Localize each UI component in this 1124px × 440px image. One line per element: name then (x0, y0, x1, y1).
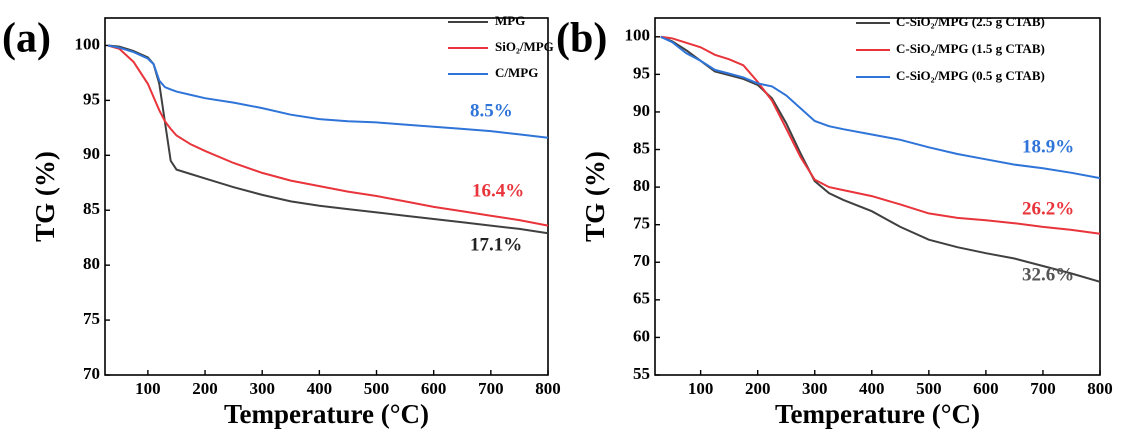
x-tick-label: 300 (249, 379, 275, 398)
x-tick-label: 100 (688, 379, 714, 398)
legend-label: C/MPG (495, 65, 538, 80)
y-tick-label: 100 (75, 34, 101, 53)
y-tick-label: 90 (83, 144, 100, 163)
x-axis-title: Temperature (°C) (224, 399, 429, 429)
y-tick-label: 75 (633, 214, 650, 233)
y-tick-label: 65 (633, 289, 650, 308)
legend-label: C-SiO₂/MPG (1.5 g CTAB) (896, 41, 1045, 56)
y-tick-label: 80 (633, 176, 650, 195)
legend-label: C-SiO₂/MPG (2.5 g CTAB) (896, 14, 1045, 29)
data-line (660, 35, 1101, 180)
y-tick-label: 60 (633, 326, 650, 345)
x-tick-label: 800 (535, 379, 561, 398)
x-tick-label: 500 (916, 379, 942, 398)
x-tick-label: 400 (859, 379, 885, 398)
data-line (107, 44, 549, 139)
data-line (107, 44, 549, 227)
y-tick-label: 75 (83, 309, 100, 328)
y-tick-label: 85 (633, 138, 650, 157)
y-axis-title: TG (%) (580, 151, 610, 242)
annotation: 32.6% (1022, 264, 1074, 285)
y-tick-label: 90 (633, 101, 650, 120)
x-tick-label: 700 (478, 379, 504, 398)
annotation: 17.1% (470, 234, 522, 255)
x-tick-label: 300 (802, 379, 828, 398)
annotation: 18.9% (1022, 136, 1074, 157)
x-tick-label: 200 (192, 379, 218, 398)
plot-frame (654, 17, 1101, 376)
panel-label: (a) (2, 16, 51, 62)
y-tick-label: 80 (83, 254, 100, 273)
x-tick-label: 200 (745, 379, 771, 398)
y-tick-label: 100 (625, 26, 651, 45)
y-tick-label: 70 (83, 364, 100, 383)
panel-label: (b) (556, 16, 607, 62)
x-tick-label: 700 (1030, 379, 1056, 398)
y-tick-label: 70 (633, 251, 650, 270)
x-tick-label: 600 (421, 379, 447, 398)
legend-label: SiO₂/MPG (495, 39, 554, 54)
legend-label: MPG (495, 13, 525, 28)
legend-label: C-SiO₂/MPG (0.5 g CTAB) (896, 68, 1045, 83)
y-tick-label: 95 (633, 63, 650, 82)
annotation: 16.4% (472, 180, 524, 201)
x-tick-label: 500 (364, 379, 390, 398)
plot-frame (104, 17, 549, 376)
y-axis-title: TG (%) (30, 151, 60, 242)
annotation: 26.2% (1022, 198, 1074, 219)
y-tick-label: 85 (83, 199, 100, 218)
x-tick-label: 800 (1087, 379, 1113, 398)
data-line (660, 35, 1101, 235)
x-tick-label: 400 (307, 379, 333, 398)
x-tick-label: 100 (135, 379, 161, 398)
panel: (a) 100 200 300 400 500 600 700 800 70 75 80 85 90 95 1… (2, 13, 561, 429)
annotation: 8.5% (470, 100, 513, 121)
panel: (b) 100 200 300 400 500 600 700 800 55 60 65 70 75 80 8… (556, 14, 1113, 429)
x-tick-label: 600 (973, 379, 999, 398)
x-axis-title: Temperature (°C) (775, 399, 980, 429)
y-tick-label: 55 (633, 364, 650, 383)
y-tick-label: 95 (83, 89, 100, 108)
